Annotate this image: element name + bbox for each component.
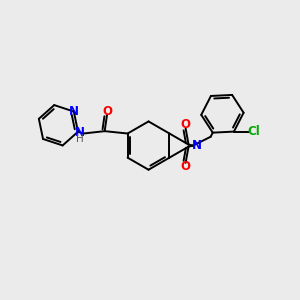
- Text: N: N: [192, 139, 202, 152]
- Text: N: N: [69, 105, 79, 118]
- Text: O: O: [102, 105, 112, 118]
- Text: H: H: [76, 134, 83, 143]
- Text: Cl: Cl: [248, 125, 260, 138]
- Text: O: O: [181, 118, 190, 131]
- Text: O: O: [181, 160, 190, 173]
- Text: N: N: [75, 126, 85, 139]
